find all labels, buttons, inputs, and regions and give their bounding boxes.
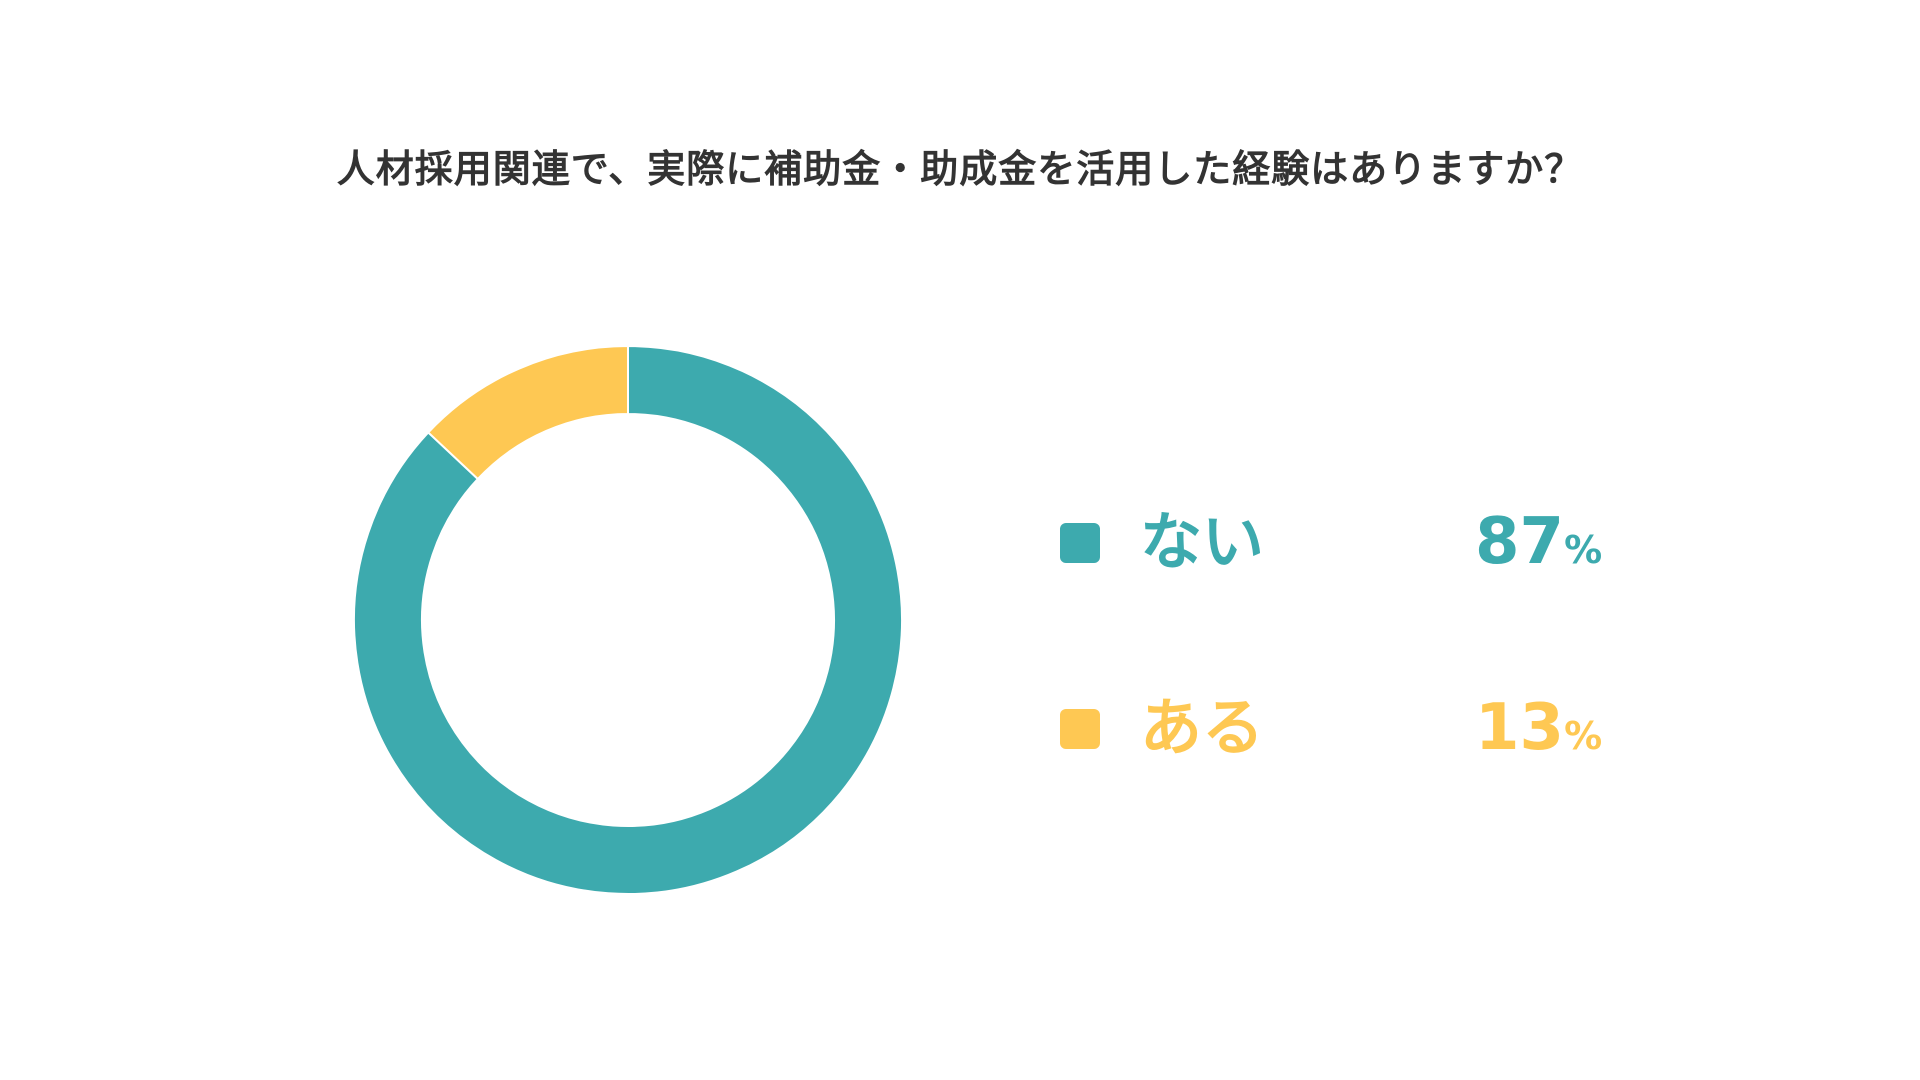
legend-value-aru: 13% [1475, 688, 1602, 776]
legend-value-unit-nai: % [1564, 528, 1603, 572]
legend-swatch-nai [1060, 523, 1100, 563]
donut-slice-0 [353, 344, 903, 895]
legend-value-unit-aru: % [1564, 714, 1603, 758]
legend-value-number-aru: 13 [1475, 691, 1565, 765]
donut-slice-1 [426, 344, 629, 481]
legend-swatch-aru [1060, 709, 1100, 749]
legend-value-nai: 87% [1475, 502, 1602, 590]
legend-value-number-nai: 87 [1475, 505, 1565, 579]
chart-title: 人材採用関連で、実際に補助金・助成金を活用した経験はありますか？ [336, 147, 1584, 191]
legend-label-nai: ない [1140, 505, 1265, 578]
legend-label-aru: ある [1140, 691, 1265, 764]
